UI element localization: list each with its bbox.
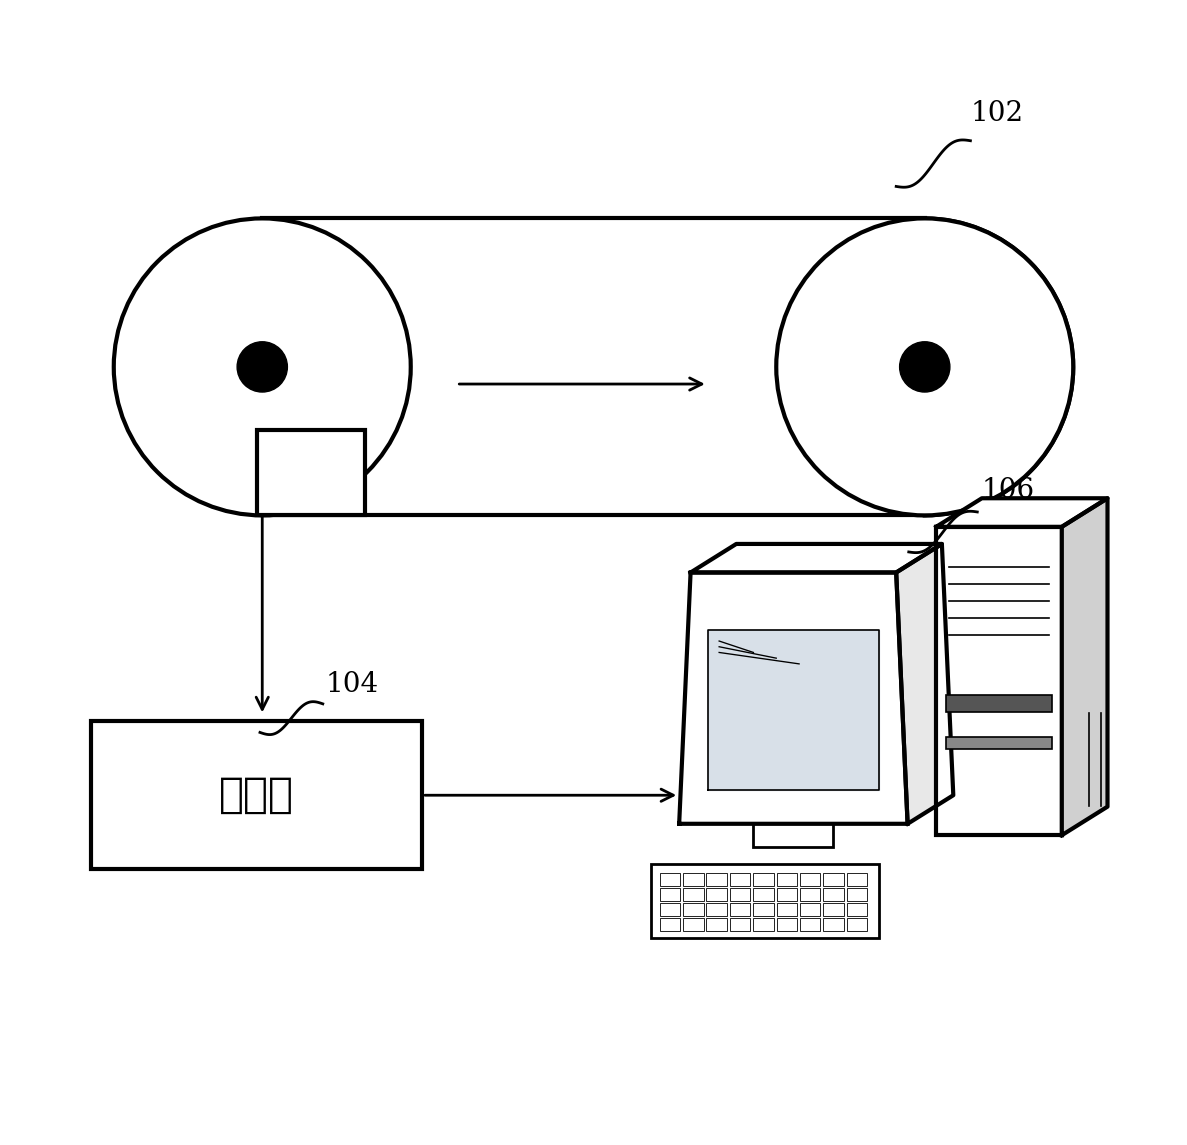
Bar [846,872,868,886]
Bar [846,918,868,931]
Bar [650,863,880,938]
Polygon shape [896,544,953,823]
Bar [824,872,844,886]
Bar [660,918,680,931]
Circle shape [900,341,950,392]
Bar [846,887,868,901]
Bar [937,527,1062,835]
Bar [706,872,728,886]
Polygon shape [679,572,908,823]
Circle shape [776,219,1073,515]
Bar [776,903,798,916]
Bar [683,872,704,886]
Bar [730,887,750,901]
Bar [776,918,798,931]
Circle shape [237,341,287,392]
Bar [660,887,680,901]
Bar [660,903,680,916]
Bar [256,429,366,515]
Bar [706,903,728,916]
Bar [683,903,704,916]
Bar [660,872,680,886]
Bar [846,903,868,916]
Bar [824,887,844,901]
Bar [683,918,704,931]
Bar [776,872,798,886]
Bar [706,887,728,901]
Text: 传感器: 传感器 [220,774,294,816]
Bar [754,918,774,931]
Bar [754,887,774,901]
Bar [730,872,750,886]
Bar [824,903,844,916]
Polygon shape [937,498,1107,527]
Bar [800,903,820,916]
Bar [776,887,798,901]
Text: 104: 104 [325,671,379,698]
Text: 102: 102 [971,101,1023,127]
Bar [730,903,750,916]
Polygon shape [691,544,941,572]
Bar [754,903,774,916]
Bar [946,736,1052,749]
Bar [754,823,833,846]
Bar [824,918,844,931]
Bar [706,918,728,931]
Polygon shape [707,630,880,790]
Circle shape [114,219,411,515]
Bar [91,721,423,869]
Bar [946,695,1052,712]
Bar [754,872,774,886]
Polygon shape [1062,498,1107,835]
Bar [683,887,704,901]
Bar [800,872,820,886]
Bar [800,918,820,931]
Bar [800,887,820,901]
Text: 106: 106 [982,477,1035,504]
Bar [730,918,750,931]
